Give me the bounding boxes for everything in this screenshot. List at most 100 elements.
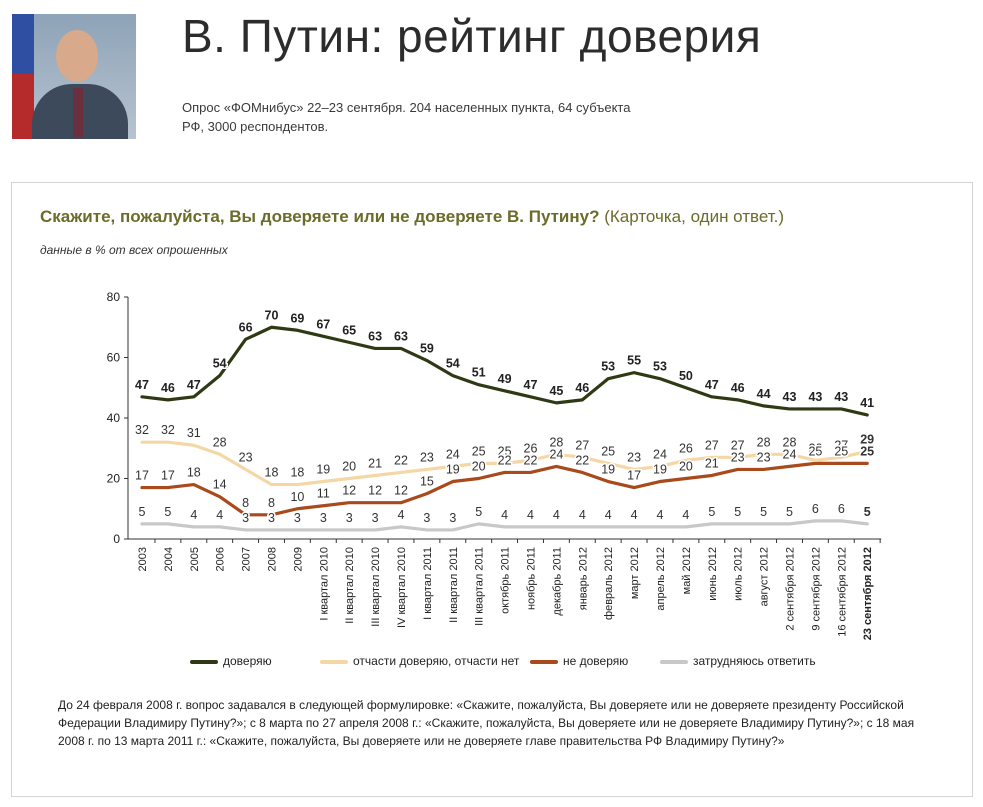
- data-label: 4: [553, 508, 560, 522]
- data-label: 27: [731, 438, 745, 452]
- x-tick-label: август 2012: [759, 547, 771, 606]
- data-label: 25: [808, 444, 822, 458]
- data-label: 5: [139, 505, 146, 519]
- x-tick-label: июль 2012: [733, 547, 745, 601]
- data-label: 46: [161, 381, 175, 395]
- data-label: 27: [705, 438, 719, 452]
- y-tick-label: 0: [113, 532, 120, 546]
- data-label: 18: [265, 466, 279, 480]
- data-label: 47: [135, 378, 149, 392]
- data-label: 43: [834, 390, 848, 404]
- legend-swatch: [660, 659, 688, 664]
- data-label: 4: [501, 508, 508, 522]
- y-tick-label: 20: [107, 472, 121, 486]
- x-tick-label: IV квартал 2010: [396, 547, 408, 628]
- chart-panel: [11, 182, 973, 797]
- data-label: 19: [446, 463, 460, 477]
- data-label: 5: [786, 505, 793, 519]
- data-label: 63: [394, 329, 408, 343]
- data-label: 47: [524, 378, 538, 392]
- data-label: 21: [368, 456, 382, 470]
- data-label: 25: [472, 444, 486, 458]
- data-label: 12: [394, 484, 408, 498]
- series-line: [140, 325, 869, 417]
- data-label: 3: [449, 511, 456, 525]
- x-tick-label: 23 сентября 2012: [862, 547, 874, 640]
- data-label: 49: [498, 372, 512, 386]
- data-label: 25: [860, 444, 874, 458]
- series-line: [140, 461, 869, 517]
- data-label: 32: [135, 423, 149, 437]
- data-label: 3: [294, 511, 301, 525]
- data-label: 53: [653, 360, 667, 374]
- x-tick-label: 2005: [189, 547, 201, 571]
- data-label: 47: [705, 378, 719, 392]
- data-label: 26: [524, 441, 538, 455]
- data-label: 50: [679, 369, 693, 383]
- data-label: 43: [808, 390, 822, 404]
- data-label: 21: [705, 456, 719, 470]
- data-label: 23: [420, 450, 434, 464]
- data-label: 4: [579, 508, 586, 522]
- data-label: 5: [708, 505, 715, 519]
- data-label: 3: [346, 511, 353, 525]
- data-label: 20: [472, 460, 486, 474]
- data-label: 4: [190, 508, 197, 522]
- data-label: 54: [446, 357, 460, 371]
- data-label: 3: [372, 511, 379, 525]
- x-tick-label: 2003: [137, 547, 149, 571]
- data-label: 4: [398, 508, 405, 522]
- data-label: 22: [524, 453, 538, 467]
- data-label: 24: [783, 447, 797, 461]
- series-line: [140, 519, 869, 532]
- data-label: 3: [242, 511, 249, 525]
- data-label: 28: [783, 435, 797, 449]
- x-tick-label: I квартал 2011: [422, 547, 434, 620]
- data-label: 65: [342, 323, 356, 337]
- data-label: 55: [627, 354, 641, 368]
- data-label: 22: [498, 453, 512, 467]
- data-label: 4: [216, 508, 223, 522]
- y-tick-label: 60: [107, 351, 121, 365]
- x-tick-label: 2009: [292, 547, 304, 571]
- data-label: 27: [575, 438, 589, 452]
- data-label: 18: [187, 466, 201, 480]
- x-tick-label: II квартал 2011: [448, 547, 460, 623]
- x-tick-label: III квартал 2011: [474, 547, 486, 626]
- data-label: 23: [757, 450, 771, 464]
- x-tick-label: 2007: [241, 547, 253, 571]
- legend-label: отчасти доверяю, отчасти нет: [353, 654, 520, 668]
- data-label: 59: [420, 342, 434, 356]
- legend-swatch: [320, 659, 348, 664]
- y-tick-label: 40: [107, 411, 121, 425]
- x-tick-label: 9 сентября 2012: [810, 547, 822, 631]
- data-label: 43: [783, 390, 797, 404]
- data-label: 18: [290, 466, 304, 480]
- x-tick-label: 2008: [267, 547, 279, 571]
- legend-label: затрудняюсь ответить: [693, 654, 816, 668]
- data-label: 6: [838, 502, 845, 516]
- data-label: 29: [860, 432, 874, 446]
- data-label: 46: [731, 381, 745, 395]
- x-tick-label: февраль 2012: [603, 547, 615, 620]
- data-label: 41: [860, 396, 874, 410]
- data-label: 4: [605, 508, 612, 522]
- data-label: 47: [187, 378, 201, 392]
- x-tick-label: январь 2012: [577, 547, 589, 610]
- data-label: 12: [368, 484, 382, 498]
- x-tick-label: июнь 2012: [707, 547, 719, 601]
- legend-item: не доверяю: [530, 651, 628, 671]
- data-label: 67: [316, 317, 330, 331]
- x-tick-label: ноябрь 2011: [526, 547, 538, 610]
- series-line: [140, 440, 869, 487]
- data-label: 69: [290, 311, 304, 325]
- data-label: 28: [549, 435, 563, 449]
- data-label: 12: [342, 484, 356, 498]
- data-label: 17: [161, 469, 175, 483]
- data-label: 53: [601, 360, 615, 374]
- y-tick-label: 80: [107, 290, 121, 304]
- data-label: 22: [394, 453, 408, 467]
- data-label: 4: [657, 508, 664, 522]
- data-label: 23: [239, 450, 253, 464]
